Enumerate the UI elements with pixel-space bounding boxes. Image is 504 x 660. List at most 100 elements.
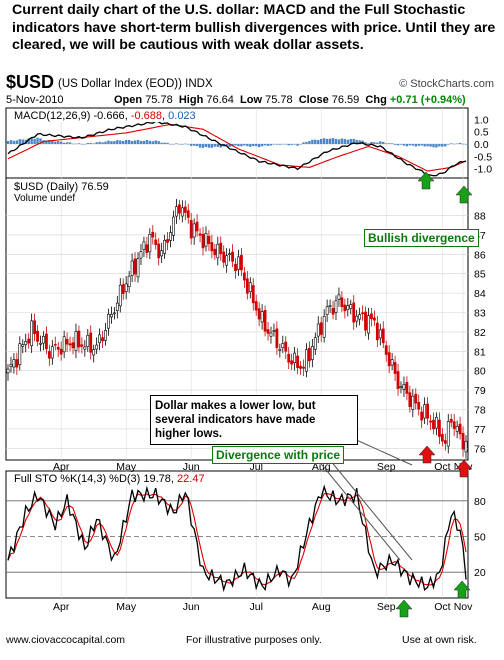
macd-histogram-bar bbox=[343, 139, 347, 144]
macd-histogram-bar bbox=[175, 143, 178, 144]
sto-k-line bbox=[7, 484, 467, 593]
price-bar-body bbox=[130, 260, 134, 276]
price-bar-body bbox=[201, 233, 205, 249]
price-bar-body bbox=[213, 248, 217, 256]
price-title: $USD (Daily) 76.59 bbox=[12, 181, 111, 193]
quote-bar: 5-Nov-2010 Open 75.78 High 76.64 Low 75.… bbox=[6, 94, 498, 106]
macd-histogram-bar bbox=[302, 142, 305, 144]
price-bar-body bbox=[207, 235, 211, 244]
price-bar-body bbox=[319, 322, 323, 335]
macd-histogram-bar bbox=[6, 141, 10, 144]
macd-histogram-bar bbox=[299, 144, 302, 145]
price-bar-body bbox=[204, 233, 208, 247]
price-bar-body bbox=[346, 305, 350, 310]
macd-histogram-bar bbox=[39, 138, 42, 144]
macd-histogram-bar bbox=[405, 144, 409, 147]
price-bar-body bbox=[349, 304, 353, 309]
sto-d-value: 22.47 bbox=[177, 473, 205, 485]
price-bar-body bbox=[302, 366, 305, 369]
macd-tick-label: 1.0 bbox=[474, 114, 489, 126]
macd-histogram-bar bbox=[408, 144, 412, 146]
price-bar-body bbox=[177, 204, 181, 214]
price-bar-body bbox=[136, 258, 140, 278]
macd-histogram-bar bbox=[169, 144, 172, 145]
macd-line bbox=[7, 120, 467, 177]
macd-histogram-bar bbox=[145, 140, 149, 144]
macd-tick-label: 0.5 bbox=[474, 127, 489, 139]
callout-pointer-2 bbox=[329, 459, 413, 561]
price-bar-body bbox=[33, 320, 36, 334]
bullish-divergence-label: Bullish divergence bbox=[364, 229, 479, 247]
macd-histogram-bar bbox=[127, 140, 131, 144]
macd-histogram-bar bbox=[92, 143, 95, 144]
macd-histogram-bar bbox=[178, 144, 181, 145]
macd-histogram-bar bbox=[154, 140, 157, 144]
macd-histogram-bar bbox=[246, 144, 249, 147]
macd-histogram-bar bbox=[48, 139, 51, 144]
sto-title: Full STO %K(14,3) %D(3) 19.78, 22.47 bbox=[12, 473, 207, 485]
price-bar-body bbox=[101, 337, 104, 342]
macd-histogram-bar bbox=[290, 144, 293, 145]
open-value: 75.78 bbox=[145, 94, 173, 106]
price-bar-body bbox=[299, 365, 302, 369]
sto-month-label: Aug bbox=[312, 601, 331, 613]
price-bar-body bbox=[254, 301, 258, 311]
macd-histogram-bar bbox=[390, 143, 394, 144]
macd-histogram-bar bbox=[331, 138, 335, 144]
price-bar-body bbox=[396, 371, 400, 389]
price-bar-body bbox=[278, 348, 282, 351]
macd-histogram-bar bbox=[308, 141, 311, 144]
macd-histogram-bar bbox=[346, 139, 350, 144]
price-bar-body bbox=[284, 341, 288, 352]
macd-histogram-bar bbox=[110, 141, 113, 144]
macd-histogram-bar bbox=[113, 141, 116, 144]
price-bar-body bbox=[435, 416, 438, 429]
macd-histogram-bar bbox=[101, 142, 104, 144]
price-bar-body bbox=[124, 283, 128, 292]
macd-histogram-bar bbox=[181, 144, 184, 145]
macd-histogram-bar bbox=[142, 140, 146, 144]
macd-histogram-bar bbox=[411, 144, 415, 146]
macd-histogram-bar bbox=[57, 141, 60, 144]
macd-histogram-bar bbox=[370, 142, 373, 144]
footer-left: www.ciovaccocapital.com bbox=[6, 634, 126, 646]
price-tick-label: 87 bbox=[474, 230, 486, 242]
macd-histogram-bar bbox=[414, 144, 417, 147]
price-bar-body bbox=[370, 313, 373, 320]
macd-histogram-bar bbox=[124, 139, 128, 144]
callout-pointer-1 bbox=[351, 437, 413, 466]
high-value: 76.64 bbox=[206, 94, 234, 106]
price-bar-body bbox=[307, 347, 311, 362]
headline: Current daily chart of the U.S. dollar: … bbox=[12, 2, 496, 53]
macd-histogram-bar bbox=[187, 144, 190, 145]
macd-histogram-bar bbox=[260, 144, 264, 147]
macd-histogram-bar bbox=[399, 144, 403, 145]
price-bar-body bbox=[45, 333, 48, 350]
price-bar-body bbox=[358, 314, 362, 320]
macd-histogram-bar bbox=[452, 143, 456, 145]
price-tick-label: 82 bbox=[474, 327, 486, 339]
price-bar-body bbox=[417, 402, 421, 410]
price-bar-body bbox=[80, 344, 84, 347]
macd-histogram-bar bbox=[420, 144, 423, 146]
macd-histogram-bar bbox=[429, 144, 432, 147]
price-bar-body bbox=[157, 243, 161, 259]
macd-histogram-bar bbox=[80, 144, 84, 145]
price-bar-body bbox=[331, 308, 335, 315]
low-label: Low bbox=[240, 94, 263, 106]
price-bar-body bbox=[240, 254, 243, 271]
macd-histogram-bar bbox=[163, 142, 166, 144]
price-bar-body bbox=[352, 302, 356, 323]
macd-tick-label: 0.0 bbox=[474, 139, 489, 151]
macd-histogram-bar bbox=[12, 140, 16, 144]
price-bar-body bbox=[142, 241, 146, 250]
macd-histogram-bar bbox=[148, 140, 152, 144]
price-bar-body bbox=[42, 336, 45, 344]
macd-histogram-bar bbox=[83, 144, 87, 145]
macd-histogram-bar bbox=[417, 144, 420, 146]
macd-histogram-bar bbox=[207, 144, 211, 148]
macd-tick-label: -0.5 bbox=[474, 151, 492, 163]
macd-histogram-bar bbox=[151, 141, 154, 144]
price-bar-body bbox=[219, 242, 223, 254]
macd-histogram-bar bbox=[195, 144, 199, 147]
